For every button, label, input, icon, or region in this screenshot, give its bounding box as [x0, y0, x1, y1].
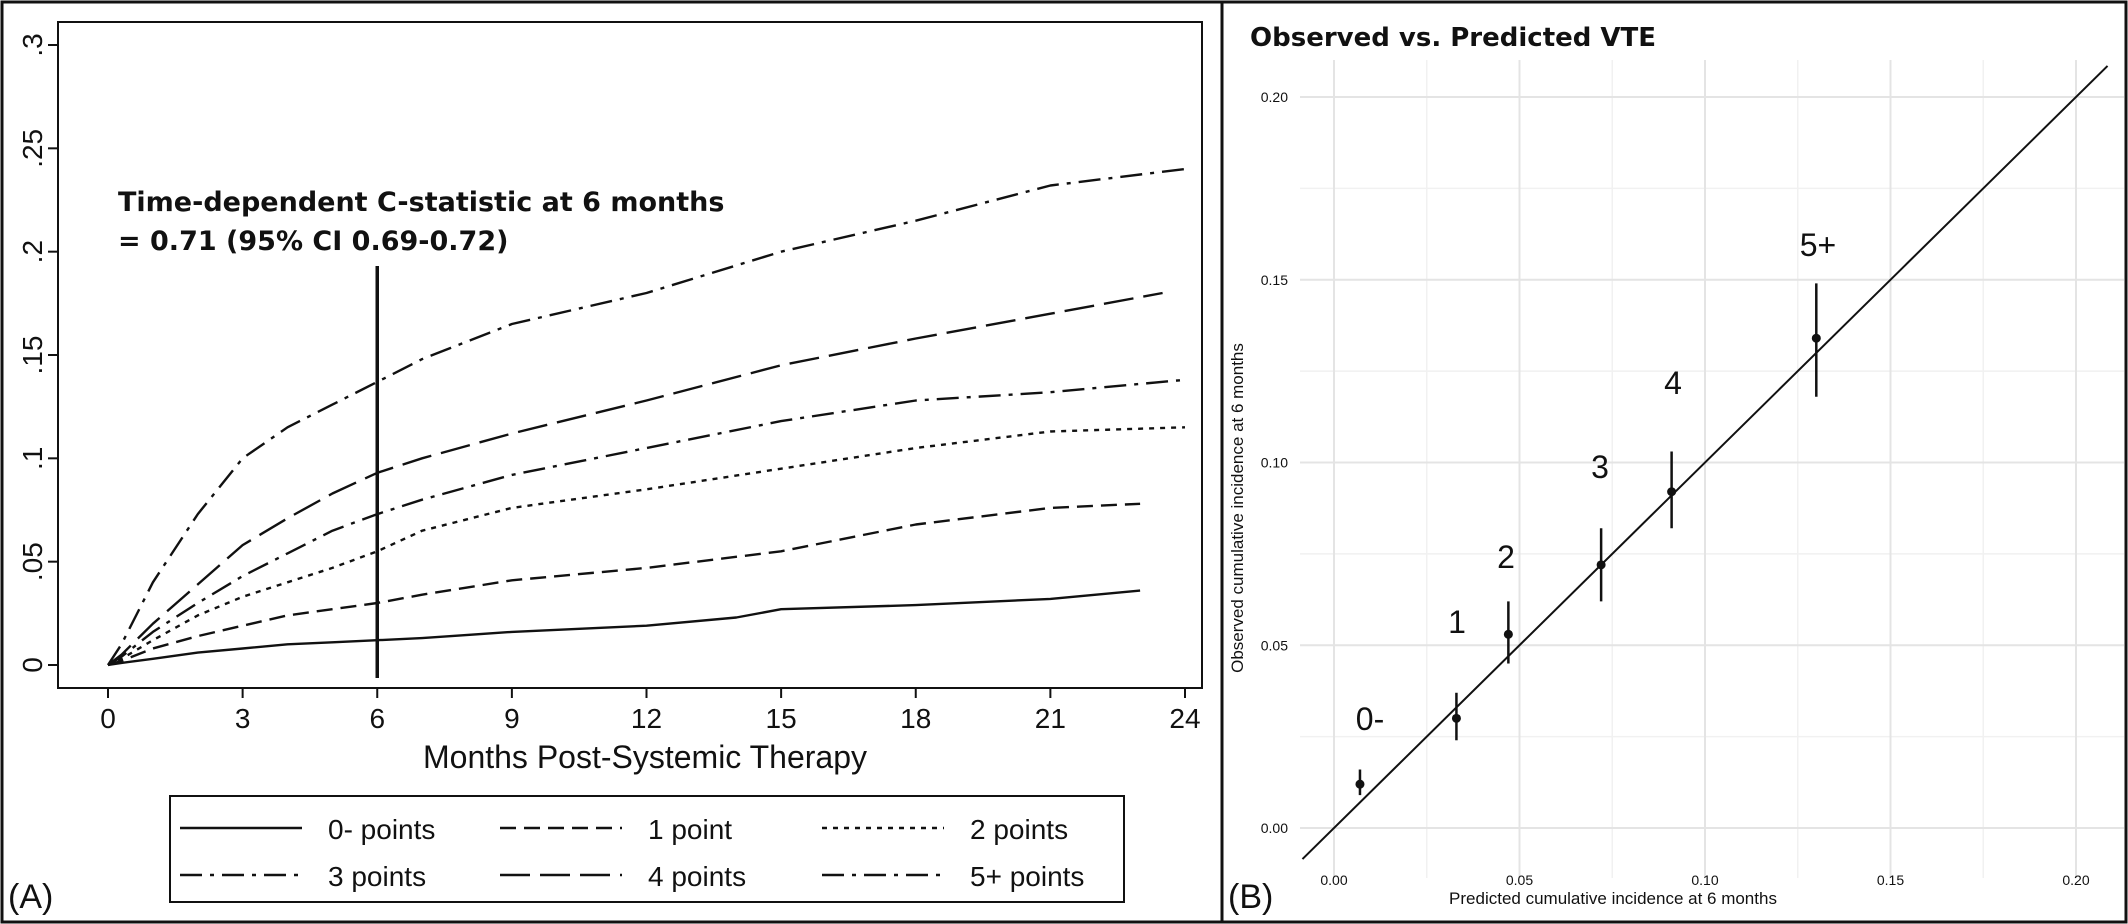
legend-box	[169, 795, 1125, 903]
legend-label: 3 points	[328, 861, 426, 892]
panel-b-x-axis-label: Predicted cumulative incidence at 6 mont…	[1449, 889, 1777, 908]
identity-reference-line	[1301, 65, 2109, 860]
x-tick-label: 0	[100, 703, 116, 734]
x-tick-label: 3	[235, 703, 251, 734]
legend-label: 0- points	[328, 814, 435, 845]
legend-label: 1 point	[648, 814, 732, 845]
calibration-point	[1451, 713, 1461, 723]
panel-b: Observed vs. Predicted VTE 0.00 0.05 0.10 0…	[1228, 23, 2124, 916]
panel-a-label: (A)	[8, 878, 53, 916]
x-tick-label: 18	[900, 703, 931, 734]
panel-b-y-axis-label: Observed cumulative incidence at 6 month…	[1228, 343, 1247, 673]
panel-b-title: Observed vs. Predicted VTE	[1250, 23, 1656, 53]
x-tick-label: 24	[1169, 703, 1200, 734]
x-tick-label: 21	[1035, 703, 1066, 734]
panel-a-x-axis-label: Months Post-Systemic Therapy	[423, 739, 867, 775]
risk-group-label: 1	[1448, 604, 1466, 640]
risk-group-label: 0-	[1356, 701, 1384, 737]
series-line-1	[107, 502, 1141, 667]
risk-group-label: 3	[1591, 449, 1609, 485]
x-tick-label: 12	[631, 703, 662, 734]
series-line-4	[107, 291, 1163, 666]
legend-label: 4 points	[648, 861, 746, 892]
y-tick-label: 0.00	[1261, 820, 1288, 836]
y-tick-label: .05	[17, 542, 48, 581]
y-tick-label: 0.20	[1261, 89, 1288, 105]
panel-a-plot: 0 .05 .1 .15 .2 .25 .3 0 3 6 9 12 15 18 21 24	[17, 21, 1203, 734]
x-tick-label: 6	[369, 703, 385, 734]
legend-label: 2 points	[970, 814, 1068, 845]
y-tick-label: .3	[17, 33, 48, 56]
y-tick-label: .25	[17, 129, 48, 168]
panel-a: Time-dependent C-statistic at 6 months =…	[8, 21, 1203, 916]
c-statistic-annotation-line2: = 0.71 (95% CI 0.69-0.72)	[118, 226, 508, 257]
panel-b-plot: 0.00 0.05 0.10 0.15 0.20 0.00 0.05 0.10 0.15 0.20…	[1261, 60, 2124, 888]
risk-group-label: 2	[1497, 539, 1515, 575]
y-tick-label: .2	[17, 240, 48, 263]
y-tick-label: 0	[17, 657, 48, 673]
risk-group-label: 5+	[1800, 227, 1836, 263]
x-tick-label: 0.00	[1320, 872, 1347, 888]
x-tick-label: 0.20	[2062, 872, 2089, 888]
y-tick-label: .15	[17, 336, 48, 375]
c-statistic-annotation-line1: Time-dependent C-statistic at 6 months	[118, 187, 724, 218]
y-tick-label: 0.10	[1261, 455, 1288, 471]
calibration-point	[1811, 333, 1821, 343]
series-line-3	[107, 378, 1186, 667]
y-tick-label: .1	[17, 447, 48, 470]
risk-group-label: 4	[1664, 365, 1682, 401]
series-line-2	[107, 426, 1186, 667]
series-line-0	[107, 589, 1141, 667]
x-tick-label: 0.15	[1877, 872, 1904, 888]
panel-b-label: (B)	[1228, 878, 1273, 916]
calibration-point	[1503, 629, 1513, 639]
calibration-point	[1596, 560, 1606, 570]
legend-label: 5+ points	[970, 861, 1084, 892]
x-tick-label: 15	[766, 703, 797, 734]
panel-b-plot-area	[1300, 60, 2124, 878]
x-tick-label: 0.05	[1506, 872, 1533, 888]
calibration-point	[1667, 487, 1677, 497]
panel-a-legend: 0- points 1 point 2 points 3 points 4 points…	[169, 795, 1125, 903]
calibration-point	[1355, 779, 1365, 789]
y-tick-label: 0.05	[1261, 637, 1288, 653]
x-tick-label: 9	[504, 703, 520, 734]
y-tick-label: 0.15	[1261, 272, 1288, 288]
x-tick-label: 0.10	[1691, 872, 1718, 888]
